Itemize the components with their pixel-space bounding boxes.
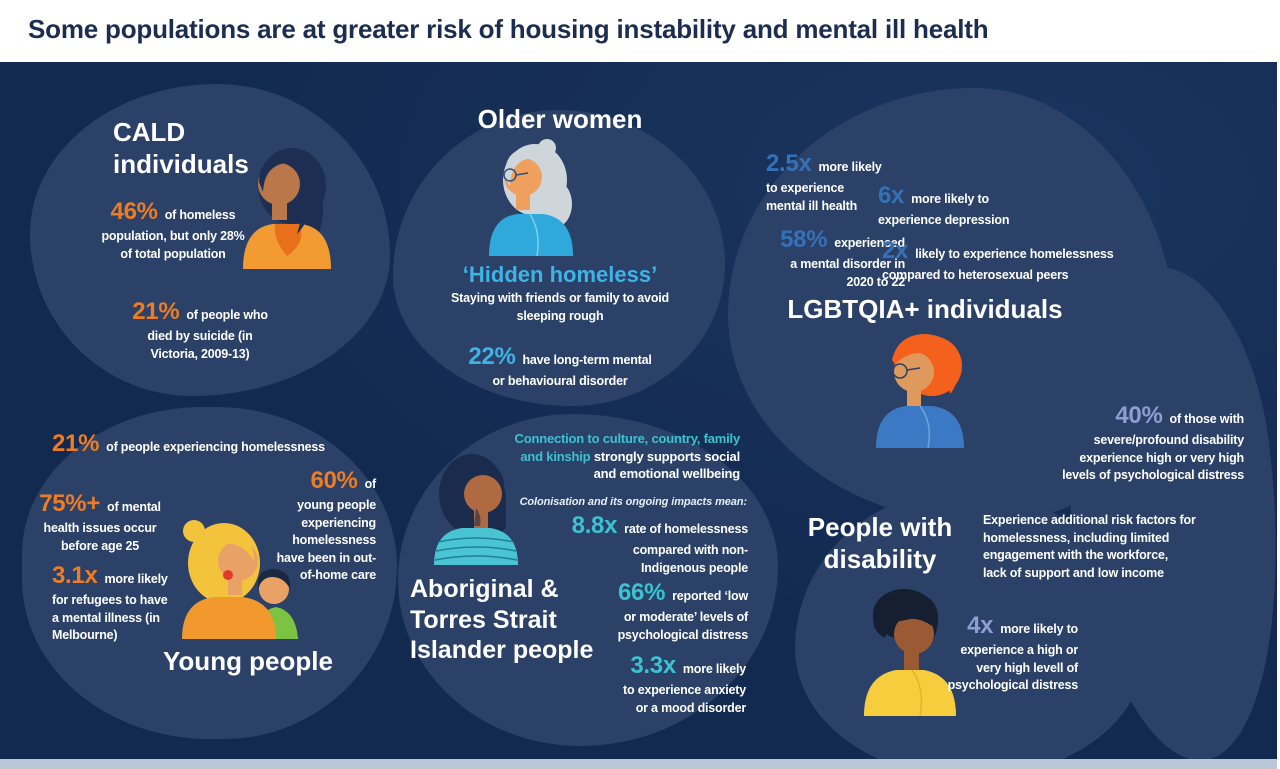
stat-text-lines: a mental disorder in 2020 to 22 (790, 257, 905, 289)
stat-text-lines: health issues occur before age 25 (43, 521, 157, 553)
stat-text-lines: severe/profound disability experience hi… (1062, 433, 1244, 482)
atsi-anxiety-stat: 3.3x more likely to experience anxiety or… (623, 652, 746, 717)
disability-paragraph: Experience additional risk factors for h… (983, 513, 1196, 580)
cald-title: CALD individuals (113, 117, 249, 179)
cald-suicide-stat: 21% of people who died by suicide (in Vic… (80, 298, 320, 363)
stat-text: of mental (107, 500, 161, 514)
cald-homeless-stat: 46% of homeless population, but only 28% … (48, 198, 298, 263)
stat-text-lines: experience depression (878, 213, 1010, 227)
atsi-colonisation-note: Colonisation and its ongoing impacts mea… (519, 496, 748, 508)
young-out-of-home-care-stat: 60% of young people experiencing homeless… (276, 467, 377, 585)
atsi-connection-highlight: and kinship (520, 448, 591, 464)
stat-text-lines: died by suicide (in Victoria, 2009-13) (147, 329, 253, 361)
stat-text: of people experiencing homelessness (106, 440, 325, 454)
lgbtqia-depression-stat: 6x more likely to experience depression (878, 182, 1009, 230)
stat-text-lines: young people experiencing homelessness h… (276, 498, 377, 582)
stat-text: reported ‘low (672, 589, 748, 603)
infographic-panel: CALD individuals 46% of homeless populati… (0, 62, 1277, 759)
stat-text: likely to experience homelessness (915, 247, 1114, 261)
stat-value: 3.1x (52, 562, 98, 589)
stat-text-lines: to experience mental ill health (766, 181, 858, 213)
hidden-homeless-label: ‘Hidden homeless’ (462, 262, 658, 287)
atsi-distress-stat: 66% reported ‘low or moderate’ levels of … (617, 579, 749, 644)
lgbtqia-person-illustration (876, 334, 964, 448)
young-refugees-stat: 3.1x more likely for refugees to have a m… (52, 562, 168, 645)
stat-text: of people who (186, 308, 268, 322)
disability-person-illustration (864, 589, 956, 716)
atsi-woman-illustration (434, 454, 518, 565)
stat-text-lines: population, but only 28% of total popula… (101, 229, 245, 261)
lgbtqia-mental-disorder-stat: 58% experienced a mental disorder in 2020… (780, 226, 905, 291)
atsi-title: Aboriginal & Torres Strait Islander peop… (410, 575, 594, 664)
stat-text: of those with (1169, 412, 1245, 426)
stat-text: of homeless (164, 208, 236, 222)
stat-value: 22% (468, 343, 516, 370)
stat-value: 4x (967, 612, 994, 639)
stat-value: 2x (882, 237, 909, 264)
stat-text-lines: or moderate’ levels of psychological dis… (617, 610, 749, 642)
stat-value: 66% (617, 579, 666, 606)
stat-value: 2.5x (766, 150, 812, 177)
stat-value: 21% (132, 298, 180, 325)
older-women-title: Older women (477, 104, 643, 134)
stat-value: 58% (780, 226, 828, 253)
disability-blob (795, 490, 1143, 759)
disability-distress-4x-stat: 4x more likely to experience a high or ve… (947, 612, 1079, 695)
young-homelessness-stat: 21% of people experiencing homelessness (52, 430, 325, 458)
stat-text-lines: compared with non- Indigenous people (632, 543, 748, 575)
stat-text: more likely (682, 662, 746, 676)
stat-text: of (364, 477, 377, 491)
disability-title: People with disability (807, 512, 953, 574)
stat-value: 40% (1115, 402, 1163, 429)
lgbtqia-title: LGBTQIA+ individuals (787, 294, 1063, 324)
stat-value: 21% (52, 430, 100, 457)
young-woman-and-child-illustration (182, 520, 298, 639)
atsi-connection-highlight: Connection to culture, country, family (514, 431, 741, 446)
bottom-edge-strip (0, 759, 1280, 769)
stat-text: experienced (834, 236, 905, 250)
cald-woman-illustration (243, 148, 331, 269)
atsi-connection-plain: strongly supports social (590, 448, 740, 464)
stat-value: 3.3x (630, 652, 676, 679)
stat-value: 6x (878, 182, 905, 209)
lgbtqia-mental-ill-health-stat: 2.5x more likely to experience mental ill… (766, 150, 882, 215)
atsi-connection-text: Connection to culture, country, family a… (514, 430, 741, 483)
young-people-title: Young people (163, 646, 333, 676)
stat-text: rate of homelessness (624, 522, 748, 536)
stat-text: have long-term mental (522, 353, 652, 367)
stat-text-lines: to experience anxiety or a mood disorder (623, 683, 746, 715)
stat-value: 8.8x (571, 512, 618, 539)
lgbtqia-homelessness-stat: 2x likely to experience homelessness comp… (882, 237, 1114, 285)
stat-text-lines: compared to heterosexual peers (882, 268, 1069, 282)
stat-text-lines: for refugees to have a mental illness (i… (52, 593, 168, 642)
page-title: Some populations are at greater risk of … (28, 14, 989, 44)
stat-text: more likely to (911, 192, 989, 206)
stat-text: more likely (104, 572, 168, 586)
stat-text: more likely (818, 160, 882, 174)
older-women-disorder-stat: 22% have long-term mental or behavioural … (415, 343, 705, 391)
older-woman-illustration (489, 139, 573, 256)
atsi-connection-plain: and emotional wellbeing (593, 466, 741, 482)
stat-value: 60% (310, 467, 358, 494)
disability-distress-40-stat: 40% of those with severe/profound disabil… (1062, 402, 1244, 485)
hidden-homeless-subtext: Staying with friends or family to avoid … (451, 291, 669, 323)
young-mental-health-stat: 75%+ of mental health issues occur before… (15, 490, 185, 555)
stat-text: more likely to (1000, 622, 1078, 636)
cald-blob (30, 84, 390, 396)
stat-text-lines: experience a high or very high levell of… (947, 643, 1079, 692)
stat-value: 75%+ (39, 490, 101, 517)
stat-value: 46% (110, 198, 158, 225)
atsi-homelessness-stat: 8.8x rate of homelessness compared with n… (571, 512, 749, 577)
right-edge-strip (1277, 0, 1280, 769)
stat-text-lines: or behavioural disorder (492, 374, 628, 388)
title-bar: Some populations are at greater risk of … (0, 0, 1280, 62)
